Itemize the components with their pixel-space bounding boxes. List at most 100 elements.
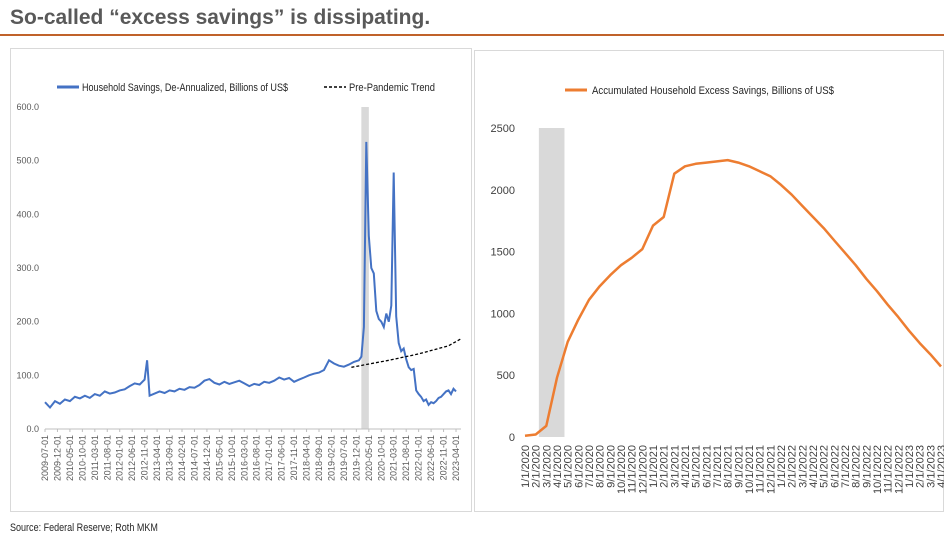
x-tick-label: 2019-07-01 — [339, 435, 349, 481]
excess-savings-chart-svg: 050010001500200025001/1/20202/1/20203/1/… — [491, 85, 944, 494]
x-tick-label: 4/1/2023 — [936, 445, 944, 488]
household-savings-chart-svg: 0.0 100.0 200.0 300.0 400.0 500.0 600.0 2009-07… — [16, 82, 462, 481]
slide-title: So-called “excess savings” is dissipatin… — [10, 6, 431, 29]
x-tick-label: 5/1/2021 — [691, 445, 703, 488]
x-tick-label: 2017-11-01 — [289, 435, 299, 480]
x-tick-label: 2015-10-01 — [227, 435, 237, 481]
x-tick-label: 6/1/2020 — [573, 445, 585, 488]
x-tick-label: 6/1/2022 — [829, 445, 841, 488]
x-tick-label: 2022-01-01 — [414, 435, 424, 481]
x-tick-label: 2/1/2020 — [531, 445, 543, 488]
legend-label-pre-pandemic-trend: Pre-Pandemic Trend — [349, 82, 435, 94]
x-tick-label: 4/1/2020 — [552, 445, 564, 488]
accumulated-excess-savings-line — [524, 158, 942, 438]
x-tick-label: 2019-12-01 — [351, 435, 361, 481]
x-tick-label: 1/1/2023 — [904, 445, 916, 488]
x-tick-label: 2021-08-01 — [401, 435, 411, 481]
x-tick-label: 2012-01-01 — [115, 435, 125, 481]
x-tick-label: 5/1/2022 — [819, 445, 831, 488]
x-tick-label: 2011-03-01 — [90, 435, 100, 480]
legend-label-excess-savings: Accumulated Household Excess Savings, Bi… — [592, 85, 834, 97]
x-tick-label: 2/1/2021 — [659, 445, 671, 488]
x-tick-label: 2014-12-01 — [202, 435, 212, 481]
x-tick-label: 1/1/2021 — [648, 445, 660, 488]
legend: Accumulated Household Excess Savings, Bi… — [565, 85, 834, 97]
y-tick-label: 100.0 — [16, 370, 39, 380]
x-tick-label: 2021-03-01 — [389, 435, 399, 481]
y-tick-label: 200.0 — [16, 317, 39, 327]
x-tick-label: 10/1/2021 — [744, 445, 756, 494]
x-tick-label: 2017-01-01 — [264, 435, 274, 481]
x-tick-label: 9/1/2021 — [733, 445, 745, 488]
x-tick-label: 2009-07-01 — [40, 435, 50, 481]
y-tick-label: 400.0 — [16, 209, 39, 219]
x-tick-label: 2017-06-01 — [277, 435, 287, 481]
excess-savings-chart: 0 500 1000 1500 2000 2500 1/1/2020 2/1/2020 3/1/… — [474, 50, 944, 512]
y-tick-label: 500.0 — [16, 156, 39, 166]
shaded-period-band — [538, 128, 565, 437]
y-tick-label: 0.0 — [26, 424, 39, 434]
x-tick-label: 2012-06-01 — [127, 435, 137, 481]
x-tick-label: 6/1/2021 — [701, 445, 713, 488]
y-tick-label: 1500 — [491, 247, 515, 259]
x-tick-label: 3/1/2023 — [925, 445, 937, 488]
x-tick-label: 11/1/2020 — [627, 445, 639, 493]
x-tick-label: 2019-02-01 — [326, 435, 336, 481]
x-tick-label: 8/1/2020 — [595, 445, 607, 488]
title-rule — [0, 34, 944, 36]
y-tick-label: 600.0 — [16, 102, 39, 112]
x-tick-label: 7/1/2021 — [712, 445, 724, 488]
x-tick-label: 2010-05-01 — [65, 435, 75, 481]
x-tick-label: 8/1/2022 — [851, 445, 863, 488]
x-tick-label: 2/1/2022 — [787, 445, 799, 488]
x-tick-label: 4/1/2021 — [680, 445, 692, 488]
x-tick-label: 2020-10-01 — [376, 435, 386, 481]
x-tick-label: 3/1/2022 — [797, 445, 809, 488]
x-tick-label: 2023-04-01 — [451, 435, 461, 481]
y-tick-label: 2500 — [491, 123, 515, 135]
x-tick-label: 5/1/2020 — [563, 445, 575, 488]
x-tick-label: 2022-06-01 — [426, 435, 436, 481]
x-tick-label: 7/1/2020 — [584, 445, 596, 488]
x-tick-label: 7/1/2022 — [840, 445, 852, 488]
x-tick-label: 2009-12-01 — [52, 435, 62, 481]
x-tick-label: 2012-11-01 — [140, 435, 150, 480]
x-tick-label: 9/1/2020 — [605, 445, 617, 488]
x-tick-label: 12/1/2020 — [637, 445, 649, 494]
x-tick-label: 3/1/2021 — [669, 445, 681, 488]
y-tick-label: 0 — [509, 432, 515, 444]
x-tick-label: 1/1/2020 — [520, 445, 532, 488]
x-tick-label: 2010-10-01 — [77, 435, 87, 481]
pre-pandemic-trend-line — [351, 338, 462, 368]
x-tick-label: 2018-04-01 — [302, 435, 312, 481]
y-tick-label: 300.0 — [16, 263, 39, 273]
x-tick-label: 2018-09-01 — [314, 435, 324, 481]
x-tick-label: 12/1/2022 — [893, 445, 905, 494]
x-tick-label: 8/1/2021 — [723, 445, 735, 488]
x-tick-label: 2013-09-01 — [165, 435, 175, 481]
source-note: Source: Federal Reserve; Roth MKM — [10, 522, 158, 534]
x-tick-label: 2020-05-01 — [364, 435, 374, 481]
x-tick-label: 11/1/2021 — [755, 445, 767, 493]
x-tick-label: 4/1/2022 — [808, 445, 820, 488]
household-savings-chart: 0.0 100.0 200.0 300.0 400.0 500.0 600.0 2009-07… — [10, 48, 472, 512]
x-tick-label: 2016-08-01 — [252, 435, 262, 481]
x-tick-label: 2011-08-01 — [102, 435, 112, 480]
x-tick-label: 10/1/2022 — [872, 445, 884, 494]
x-tick-label: 10/1/2020 — [616, 445, 628, 494]
x-tick-label: 2014-02-01 — [177, 435, 187, 481]
x-tick-label: 9/1/2022 — [861, 445, 873, 488]
x-tick-label: 11/1/2022 — [883, 445, 895, 493]
x-tick-label: 3/1/2020 — [541, 445, 553, 488]
y-tick-label: 1000 — [491, 308, 515, 320]
y-tick-label: 2000 — [491, 185, 515, 197]
household-savings-line — [44, 141, 457, 410]
y-tick-label: 500 — [497, 370, 515, 382]
x-tick-label: 2016-03-01 — [239, 435, 249, 481]
legend: Household Savings, De-Annualized, Billio… — [57, 82, 435, 94]
x-tick-label: 1/1/2022 — [776, 445, 788, 488]
x-tick-label: 2013-04-01 — [152, 435, 162, 481]
x-tick-label: 2014-07-01 — [189, 435, 199, 481]
legend-label-household-savings: Household Savings, De-Annualized, Billio… — [82, 82, 288, 94]
x-tick-label: 12/1/2021 — [765, 445, 777, 494]
